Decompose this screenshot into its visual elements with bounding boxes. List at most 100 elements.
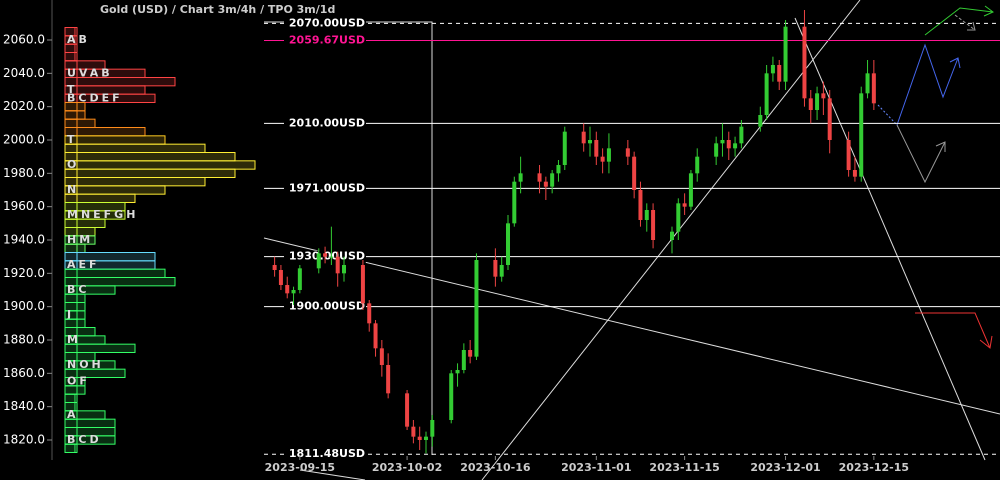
profile-row [64,218,106,229]
profile-letters: HM [67,233,93,246]
profile-row [64,168,236,179]
x-tick-label: 2023-12-15 [839,461,909,474]
candle-body [581,131,586,144]
profile-letters: J [66,308,74,321]
profile-letters: A [67,408,79,421]
profile-row [64,418,116,428]
profile-letters: BCDEF [67,91,123,104]
axes: 1820.0 1840.0 1860.0 1880.0 1900.0 1920.0 1940… [3,33,909,475]
profile-row [64,343,136,353]
profile-letters: OF [67,375,90,388]
candle-body [543,181,548,187]
y-tick-label: 1980.0 [3,166,45,180]
y-tick-label: 1820.0 [3,433,45,447]
projection [896,124,946,184]
level-label: 1900.00USD [289,300,365,313]
candle-body [802,26,807,99]
candle-body [291,290,296,294]
level-label-bg [284,182,366,195]
candle-body [461,350,466,370]
profile-row [64,118,96,128]
candle-body [739,126,744,144]
candle-body [342,265,346,274]
candle-body [644,210,649,220]
y-tick-label: 1900.0 [3,299,45,313]
profile-row [64,77,176,87]
candle-body [852,170,857,177]
arrowhead [983,5,994,17]
profile-letters: T [67,83,78,96]
level-label: 1811.48USD [289,447,365,460]
trend-line [299,469,366,480]
candle-body [455,370,460,374]
projection [896,43,959,126]
profile-letters: BCD [67,433,102,446]
candle-body [518,173,523,182]
candles [272,10,876,454]
projection [924,7,994,36]
candle-body [651,210,656,240]
y-tick-label: 2040.0 [3,66,45,80]
candle-body [468,350,473,357]
candle-body [430,420,435,437]
candle-body [606,148,611,162]
candle-body [323,253,328,257]
candle-body [373,323,378,349]
candle-body [783,26,788,82]
profile-letters: T [67,133,78,146]
profile-row [64,52,76,62]
y-tick-label: 1920.0 [3,266,45,280]
candle-body [821,93,826,99]
candle-body [865,73,870,94]
profile-letters: AB [67,33,90,46]
candle-body [720,140,725,144]
candle-body [379,348,384,365]
candle-body [278,270,283,285]
candle-body [562,131,567,165]
candle-body [777,65,782,82]
chart-title: Gold (USD) / Chart 3m/4h / TPO 3m/1d [100,3,335,16]
candle-body [329,256,334,258]
profile-row [64,185,166,195]
candle-body [726,140,731,149]
y-tick-label: 1960.0 [3,199,45,213]
candle-body [367,303,372,324]
profile-row [64,385,86,395]
projection [954,14,976,31]
candle-body [688,173,693,207]
profile-row [64,443,76,453]
profile-row [64,318,86,328]
level-label-bg [284,34,366,47]
projection [877,104,898,126]
candle-body [594,140,599,157]
profile-row [64,193,136,204]
profile-letters: M [67,333,81,346]
profile-row-color [64,443,78,453]
profile-row [64,243,86,254]
candle-body [537,173,542,182]
candle-body [676,203,681,232]
candle-body [449,373,454,420]
candle-body [758,115,763,127]
y-tick-label: 1860.0 [3,366,45,380]
y-tick-label: 1880.0 [3,333,45,347]
candle-body [682,203,687,207]
profile-letters: N [67,183,79,196]
profile-letters: MNEFGH [67,208,138,221]
candle-body [405,393,410,427]
candle-body [808,98,813,110]
candle-body [424,436,428,440]
candle-body [632,156,637,190]
level-label: 2059.67USD [289,34,365,47]
profile-row [64,152,236,162]
y-tick-label: 1840.0 [3,399,45,413]
trend-line [794,17,986,461]
candle-body [512,181,517,224]
level-label-bg [284,448,366,461]
profile-row [64,110,86,120]
candle-body [764,73,769,115]
level-label: 2070.00USD [289,16,365,29]
candle-body [770,65,775,74]
